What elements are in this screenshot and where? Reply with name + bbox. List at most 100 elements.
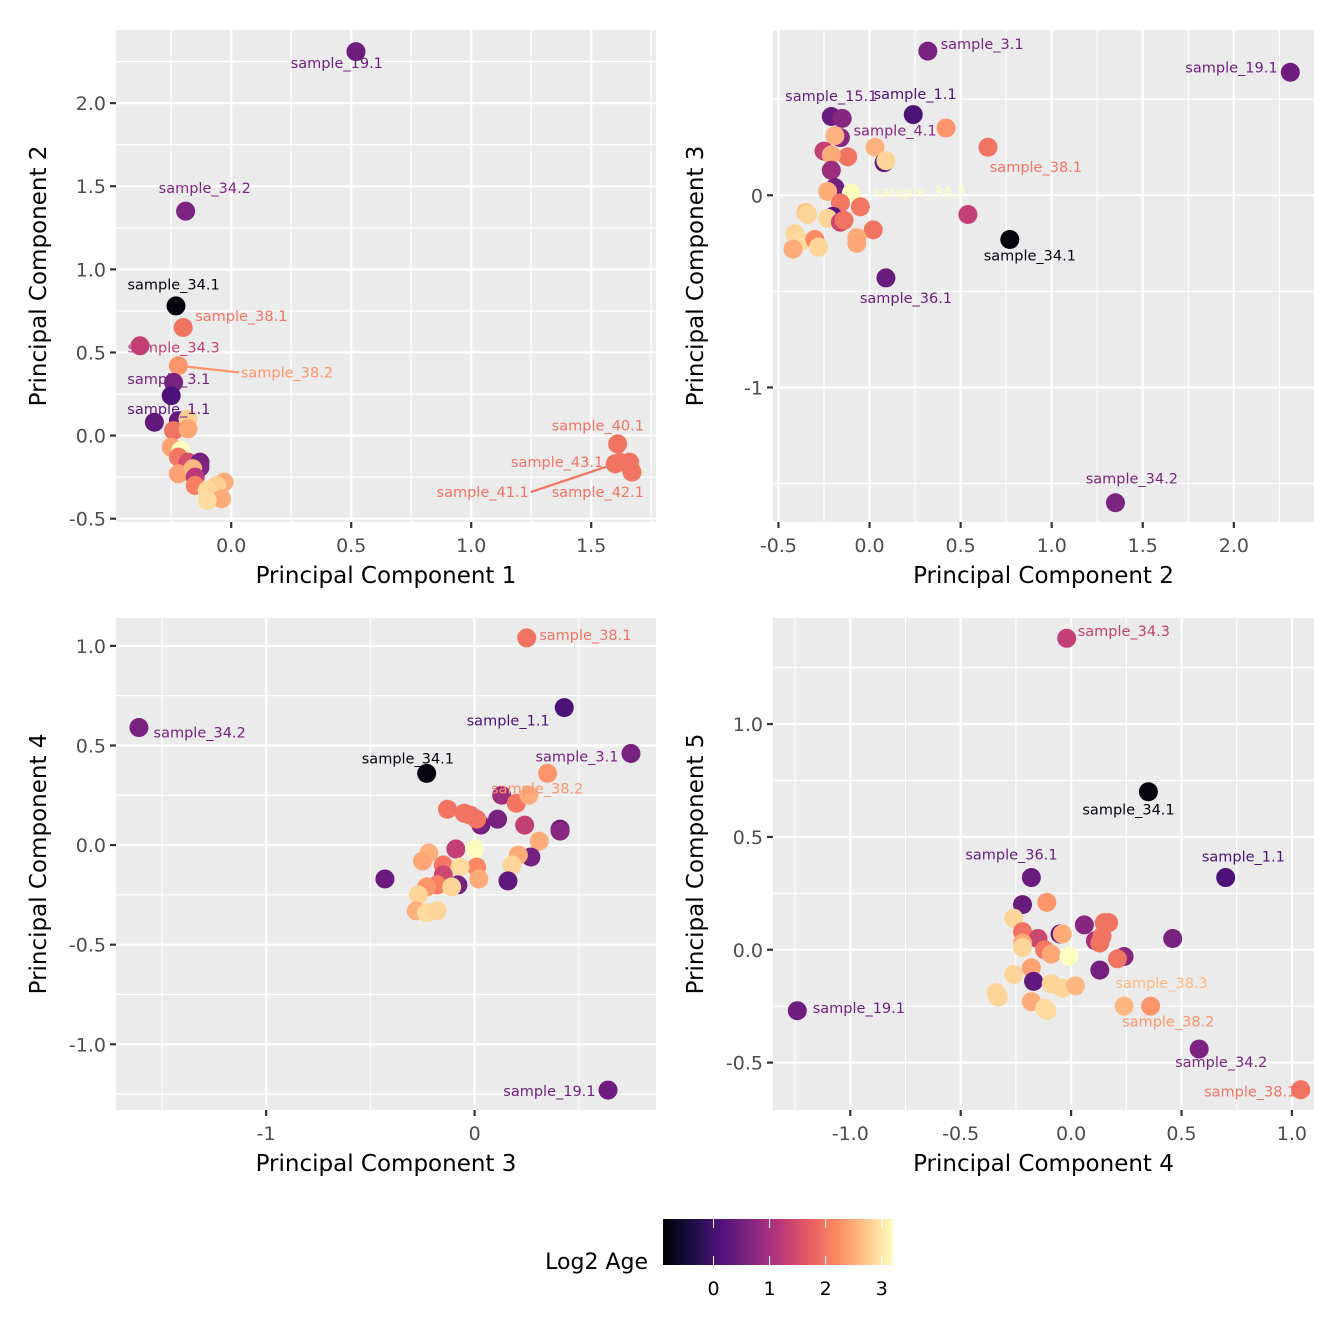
data-point: [164, 421, 184, 441]
x-tick-label: 1.0: [1037, 535, 1067, 557]
data-point: [427, 901, 447, 921]
data-point: [1037, 892, 1057, 912]
data-point: [1105, 493, 1125, 513]
y-tick-label: -1.0: [69, 1034, 106, 1056]
point-label: sample_42.1: [552, 485, 644, 501]
data-point: [1013, 895, 1033, 915]
data-point: [130, 336, 150, 356]
panel-3: -1 0 -1.0 -0.5 0.0 0.5 1.0 Principal Component …: [26, 618, 656, 1177]
point-label: sample_4.1: [854, 124, 937, 140]
point-label: sample_34.3: [127, 340, 219, 356]
data-point: [832, 108, 852, 128]
data-point: [554, 698, 574, 718]
data-point: [798, 205, 818, 224]
y-tick-label: -0.5: [69, 509, 106, 531]
point-label: sample_41.1: [437, 485, 529, 501]
y-tick-label: 0.0: [733, 940, 763, 962]
data-point: [1114, 996, 1134, 1016]
data-point: [529, 831, 549, 851]
x-tick-label: 0.5: [336, 535, 366, 557]
data-point: [488, 809, 508, 829]
y-axis-title: Principal Component 2: [26, 146, 52, 407]
point-label: sample_1.1: [1202, 850, 1285, 866]
y-tick-label: 0.0: [76, 835, 106, 857]
x-tick-label: 0.5: [1166, 1123, 1196, 1145]
data-point: [608, 434, 628, 454]
data-point: [1066, 976, 1086, 996]
y-tick-label: 1.0: [76, 636, 106, 658]
data-point: [417, 763, 437, 783]
data-point: [442, 877, 462, 897]
panel-1: 0.0 0.5 1.0 1.5 -0.5 0.0 0.5 1.0 1.5 2.0 Principal…: [26, 30, 656, 589]
data-point: [1052, 924, 1072, 944]
legend-title: Log2 Age: [545, 1250, 648, 1275]
data-point: [1163, 928, 1183, 948]
data-point: [809, 237, 829, 257]
y-tick-label: 0: [751, 185, 763, 207]
data-point: [838, 147, 858, 167]
panel-background: [116, 30, 656, 522]
color-legend: Log2 Age 0 1 2 3: [545, 1219, 893, 1300]
x-tick-label: -1: [257, 1123, 276, 1145]
x-tick-label: 1.5: [1128, 535, 1158, 557]
x-tick-label: 0: [469, 1123, 481, 1145]
y-tick-label: -1: [744, 377, 763, 399]
data-point: [168, 356, 188, 376]
point-label: sample_34.2: [154, 726, 246, 742]
data-point: [465, 839, 485, 859]
data-point: [1141, 996, 1161, 1016]
point-label: sample_34.1: [984, 249, 1076, 265]
data-point: [517, 628, 537, 648]
data-point: [1000, 229, 1020, 249]
point-label: sample_1.1: [874, 87, 957, 103]
data-point: [129, 718, 149, 738]
data-point: [412, 851, 432, 871]
data-point: [621, 743, 641, 763]
data-point: [1021, 868, 1041, 888]
data-point: [1291, 1080, 1311, 1100]
point-label: sample_34.1: [127, 277, 219, 293]
data-point: [876, 268, 896, 288]
data-point: [498, 871, 518, 891]
data-point: [408, 885, 428, 905]
x-axis-title: Principal Component 2: [913, 563, 1174, 589]
data-point: [1090, 933, 1110, 953]
data-point: [161, 386, 181, 406]
data-point: [850, 197, 870, 217]
points-layer: sample_3.1 sample_19.1 sample_15.1sample_1…: [783, 37, 1300, 513]
data-point: [502, 855, 522, 875]
y-axis-title: Principal Component 3: [683, 146, 709, 407]
data-point: [166, 296, 186, 316]
x-tick-label: 2.0: [1219, 535, 1249, 557]
data-point: [178, 419, 198, 439]
point-label: sample_38.2: [1122, 1014, 1214, 1030]
label-connector: [530, 462, 616, 494]
data-point: [821, 160, 841, 180]
point-label: sample_34.3: [1078, 624, 1170, 640]
data-point: [446, 839, 466, 859]
point-label: sample_3.1: [535, 749, 618, 765]
data-point: [876, 151, 896, 171]
data-point: [144, 412, 164, 432]
point-label: sample_34.2: [1086, 472, 1178, 488]
x-tick-label: -1.0: [832, 1123, 869, 1145]
points-layer: sample_38.1 sample_1.1 sample_34.2 sample_3…: [129, 628, 641, 1100]
point-label: sample_34.1: [1082, 802, 1174, 818]
data-point: [469, 869, 489, 889]
y-tick-label: -0.5: [726, 1053, 763, 1075]
data-point: [450, 857, 470, 877]
panel-background: [773, 30, 1314, 522]
data-point: [538, 763, 558, 783]
data-point: [1059, 947, 1079, 967]
x-tick-label: 0.0: [216, 535, 246, 557]
x-tick-label: 1.5: [576, 535, 606, 557]
point-label: sample_43.1: [511, 455, 603, 471]
data-point: [346, 42, 366, 62]
y-tick-label: -0.5: [69, 935, 106, 957]
x-axis-title: Principal Component 4: [913, 1151, 1174, 1177]
data-point: [787, 1001, 807, 1021]
point-label: sample_15.1: [785, 89, 877, 105]
data-point: [1189, 1039, 1209, 1059]
data-point: [467, 809, 487, 829]
